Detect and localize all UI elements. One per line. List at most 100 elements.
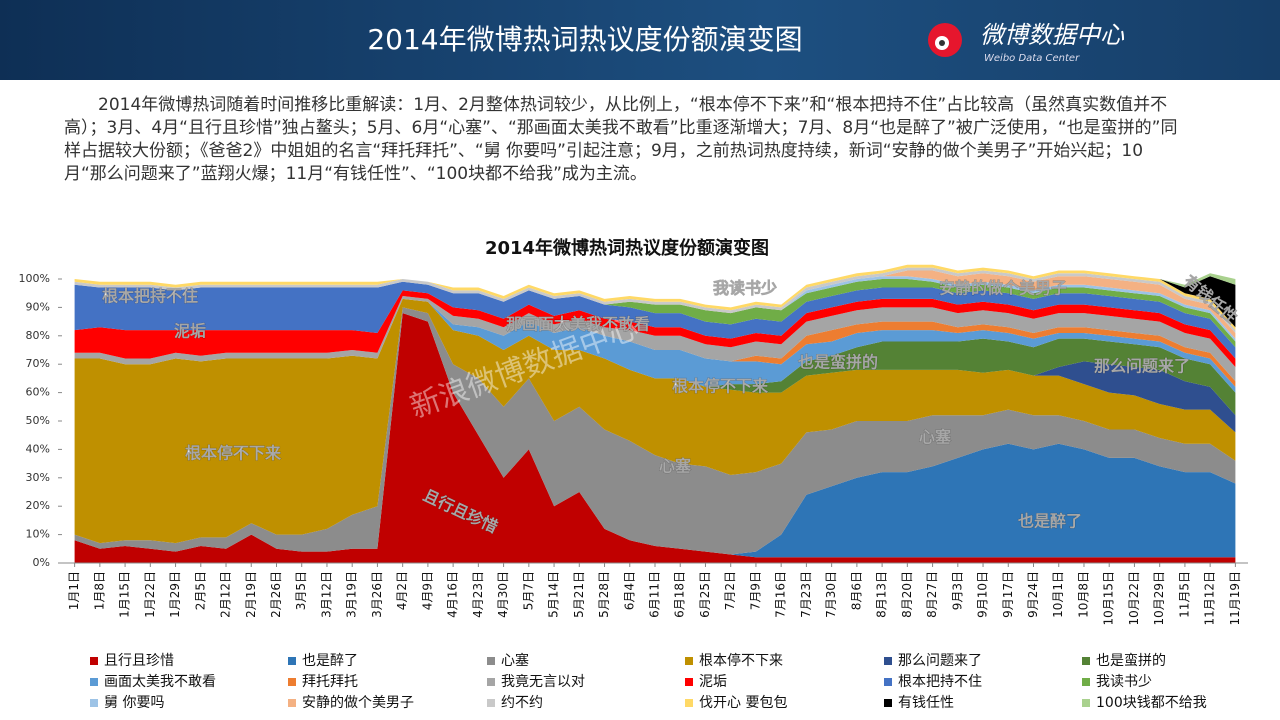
area-label: 心塞 <box>659 457 692 476</box>
x-tick-label: 1月15日 <box>118 571 132 618</box>
legend-label: 拜托拜托 <box>302 674 358 690</box>
x-tick-label: 6月18日 <box>673 571 687 618</box>
x-tick-label: 8月20日 <box>900 571 914 618</box>
legend-swatch <box>1082 699 1090 707</box>
x-tick-label: 11月12日 <box>1203 571 1217 626</box>
area <box>74 307 1236 555</box>
legend-swatch <box>487 699 495 707</box>
header <box>0 0 1280 80</box>
y-tick-label: 0% <box>33 556 50 569</box>
legend-label: 有钱任性 <box>898 695 954 711</box>
x-tick-label: 10月1日 <box>1051 571 1065 618</box>
x-tick-label: 7月2日 <box>723 571 737 610</box>
legend-swatch <box>487 678 495 686</box>
header-svg: 2014年微博热词热议度份额演变图 微博数据中心 Weibo Data Cent… <box>367 21 1125 64</box>
legend-label: 伐开心 要包包 <box>699 695 787 711</box>
y-tick-label: 30% <box>26 471 50 484</box>
legend-swatch <box>288 657 296 665</box>
legend-label: 泥垢 <box>699 674 727 690</box>
legend-swatch <box>288 699 296 707</box>
area <box>74 313 1236 558</box>
area-label: 心塞 <box>919 428 952 447</box>
area-label: 根本停不下来 <box>672 377 769 396</box>
x-tick-label: 8月27日 <box>925 571 939 618</box>
legend-label: 根本把持不住 <box>898 674 982 690</box>
x-tick-label: 5月28日 <box>597 571 611 618</box>
legend-swatch <box>685 657 693 665</box>
legend-label: 那么问题来了 <box>898 653 982 669</box>
x-tick-label: 3月5日 <box>294 571 308 610</box>
legend-swatch <box>685 678 693 686</box>
x-tick-label: 6月4日 <box>622 571 636 610</box>
x-tick-label: 6月11日 <box>648 571 662 618</box>
legend-swatch <box>288 678 296 686</box>
x-tick-label: 9月17日 <box>1001 571 1015 618</box>
x-tick-label: 10月22日 <box>1127 571 1141 626</box>
x-tick-label: 9月3日 <box>950 571 964 610</box>
x-tick-label: 2月12日 <box>219 571 233 618</box>
y-tick-label: 70% <box>26 357 50 370</box>
y-tick-label: 90% <box>26 300 50 313</box>
x-tick-label: 4月23日 <box>471 571 485 618</box>
legend-label: 我读书少 <box>1096 673 1152 690</box>
area <box>74 298 1236 393</box>
x-tick-label: 1月29日 <box>168 571 182 618</box>
x-tick-label: 9月10日 <box>976 571 990 618</box>
chart-title: 2014年微博热词热议度份额演变图 <box>485 237 769 259</box>
legend-swatch <box>884 657 892 665</box>
x-tick-label: 7月16日 <box>774 571 788 618</box>
x-tick-label: 3月12日 <box>319 571 333 618</box>
x-tick-label: 11月5日 <box>1177 571 1191 618</box>
x-tick-label: 2月26日 <box>269 571 283 618</box>
x-tick-label: 10月29日 <box>1152 571 1166 626</box>
legend-swatch <box>884 699 892 707</box>
y-tick-label: 60% <box>26 386 50 399</box>
y-tick-label: 40% <box>26 442 50 455</box>
x-tick-label: 1月1日 <box>67 571 81 610</box>
logo-icon <box>939 40 945 46</box>
y-tick-label: 20% <box>26 499 50 512</box>
legend-label: 也是蛮拼的 <box>1096 652 1166 669</box>
area-label: 也是醉了 <box>1018 512 1082 531</box>
x-tick-label: 3月19日 <box>345 571 359 618</box>
legend-label: 画面太美我不敢看 <box>104 674 216 690</box>
x-tick-label: 7月9日 <box>748 571 762 610</box>
y-tick-label: 10% <box>26 528 50 541</box>
legend-swatch <box>90 657 98 665</box>
x-tick-label: 1月22日 <box>143 571 157 618</box>
area <box>74 279 1236 348</box>
logo-text: 微博数据中心 <box>980 21 1125 49</box>
area-label: 根本把持不住 <box>102 287 198 306</box>
logo-subtext: Weibo Data Center <box>984 53 1080 64</box>
x-tick-label: 8月13日 <box>875 571 889 618</box>
x-tick-label: 4月9日 <box>420 571 434 610</box>
area-label: 安静的做个美男子 <box>939 279 1067 298</box>
area-label: 根本停不下来 <box>185 444 282 463</box>
legend-swatch <box>884 678 892 686</box>
x-tick-label: 3月26日 <box>370 571 384 618</box>
area-label: 那画面太美我不敢看 <box>506 315 650 334</box>
legend-label: 且行且珍惜 <box>104 653 174 669</box>
area-label: 泥垢 <box>174 322 206 341</box>
x-tick-label: 7月23日 <box>799 571 813 618</box>
x-tick-label: 10月15日 <box>1102 571 1116 626</box>
x-tick-label: 9月24日 <box>1026 571 1040 618</box>
area-label: 也是蛮拼的 <box>798 353 878 372</box>
x-tick-label: 4月30日 <box>496 571 510 618</box>
x-tick-label: 2月19日 <box>244 571 258 618</box>
x-tick-label: 11月19日 <box>1228 571 1242 626</box>
legend-label: 根本停不下来 <box>699 652 783 669</box>
x-tick-label: 5月21日 <box>572 571 586 618</box>
y-tick-label: 100% <box>19 272 50 285</box>
legend-label: 100块钱都不给我 <box>1096 695 1207 711</box>
area-label: 那么问题来了 <box>1094 357 1190 376</box>
x-tick-label: 8月6日 <box>849 571 863 610</box>
y-tick-label: 50% <box>26 414 50 427</box>
legend-label: 也是醉了 <box>302 653 358 669</box>
area <box>74 298 1236 416</box>
area-label: 我读书少 <box>713 279 777 298</box>
area <box>74 290 1236 367</box>
legend-swatch <box>487 657 495 665</box>
